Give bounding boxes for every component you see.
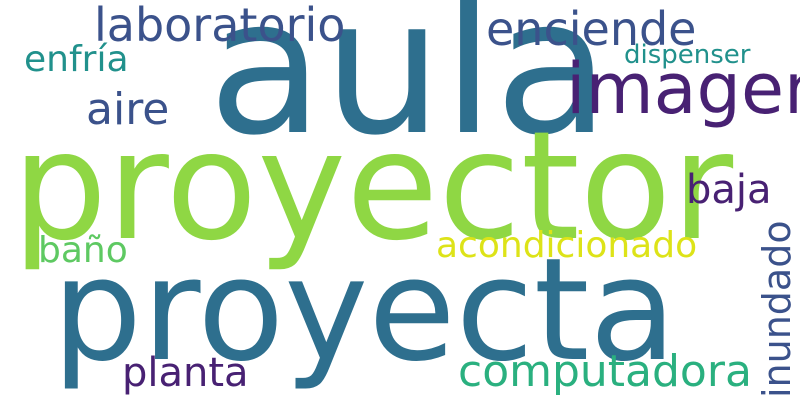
word-laboratorio: laboratorio xyxy=(94,0,346,52)
word-acondicionado: acondicionado xyxy=(436,225,698,266)
word-enfria: enfría xyxy=(24,39,129,80)
word-aula: aula xyxy=(208,0,610,177)
word-computadora: computadora xyxy=(458,346,752,397)
word-baja: baja xyxy=(686,167,772,213)
word-aire: aire xyxy=(86,84,170,135)
word-proyecta: proyecta xyxy=(52,228,677,393)
word-imagen: imagen xyxy=(566,48,800,130)
word-proyector: proyector xyxy=(12,100,734,274)
word-inundado: inundado xyxy=(755,220,799,398)
word-dispenser: dispenser xyxy=(624,40,751,70)
word-bano: baño xyxy=(38,230,128,271)
word-enciende: enciende xyxy=(486,2,697,56)
word-planta: planta xyxy=(122,350,249,396)
